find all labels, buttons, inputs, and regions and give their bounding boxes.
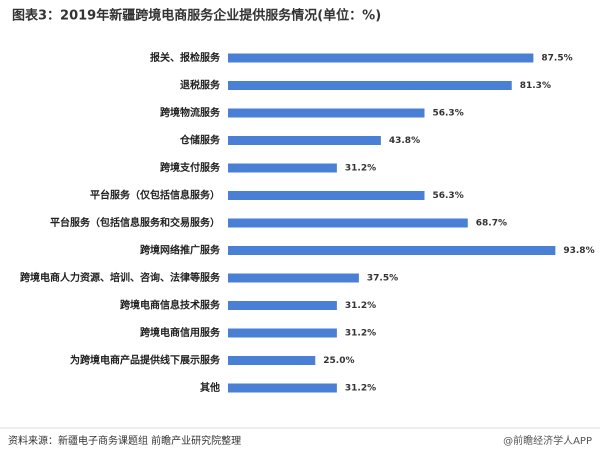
category-label: 仓储服务 xyxy=(179,134,221,147)
value-label: 43.8% xyxy=(389,136,420,146)
category-label: 为跨境电商产品提供线下展示服务 xyxy=(70,354,221,367)
bar xyxy=(228,273,359,283)
category-label: 跨境网络推广服务 xyxy=(140,244,221,257)
bar xyxy=(228,136,381,145)
bar xyxy=(228,356,316,365)
bar xyxy=(228,163,337,173)
bar xyxy=(228,191,425,200)
bar xyxy=(228,81,512,90)
bar xyxy=(228,246,556,255)
bar xyxy=(228,328,337,338)
source: 资料来源：新疆电子商务课题组 前瞻产业研究院整理 xyxy=(8,434,241,447)
value-label: 56.3% xyxy=(432,109,463,119)
bar xyxy=(228,383,337,393)
value-label: 37.5% xyxy=(367,274,398,284)
value-label: 56.3% xyxy=(432,191,463,201)
category-label: 跨境物流服务 xyxy=(160,106,221,119)
value-label: 93.8% xyxy=(563,246,594,256)
bar xyxy=(228,108,425,118)
chart-title: 图表3：2019年新疆跨境电商服务企业提供服务情况(单位：%) xyxy=(12,8,381,24)
value-label: 31.2% xyxy=(345,384,376,394)
value-label: 87.5% xyxy=(541,54,572,64)
category-label: 报关、报检服务 xyxy=(150,51,221,64)
value-label: 31.2% xyxy=(345,301,376,311)
category-label: 跨境支付服务 xyxy=(160,161,221,174)
value-label: 25.0% xyxy=(323,356,354,366)
value-label: 81.3% xyxy=(520,81,551,91)
value-label: 68.7% xyxy=(476,219,507,229)
category-label: 其他 xyxy=(200,381,220,394)
category-label: 平台服务（仅包括信息服务） xyxy=(90,189,220,202)
bar xyxy=(228,301,337,310)
category-label: 平台服务（包括信息服务和交易服务） xyxy=(50,216,220,229)
category-label: 跨境电商信用服务 xyxy=(140,326,221,339)
footer: @前瞻经济学人APP xyxy=(503,434,592,447)
value-label: 31.2% xyxy=(345,329,376,339)
category-label: 跨境电商信息技术服务 xyxy=(120,299,221,312)
value-label: 31.2% xyxy=(345,164,376,174)
bar xyxy=(228,218,468,228)
category-label: 退税服务 xyxy=(180,79,221,92)
bar xyxy=(228,53,534,63)
category-label: 跨境电商人力资源、培训、咨询、法律等服务 xyxy=(20,271,221,284)
